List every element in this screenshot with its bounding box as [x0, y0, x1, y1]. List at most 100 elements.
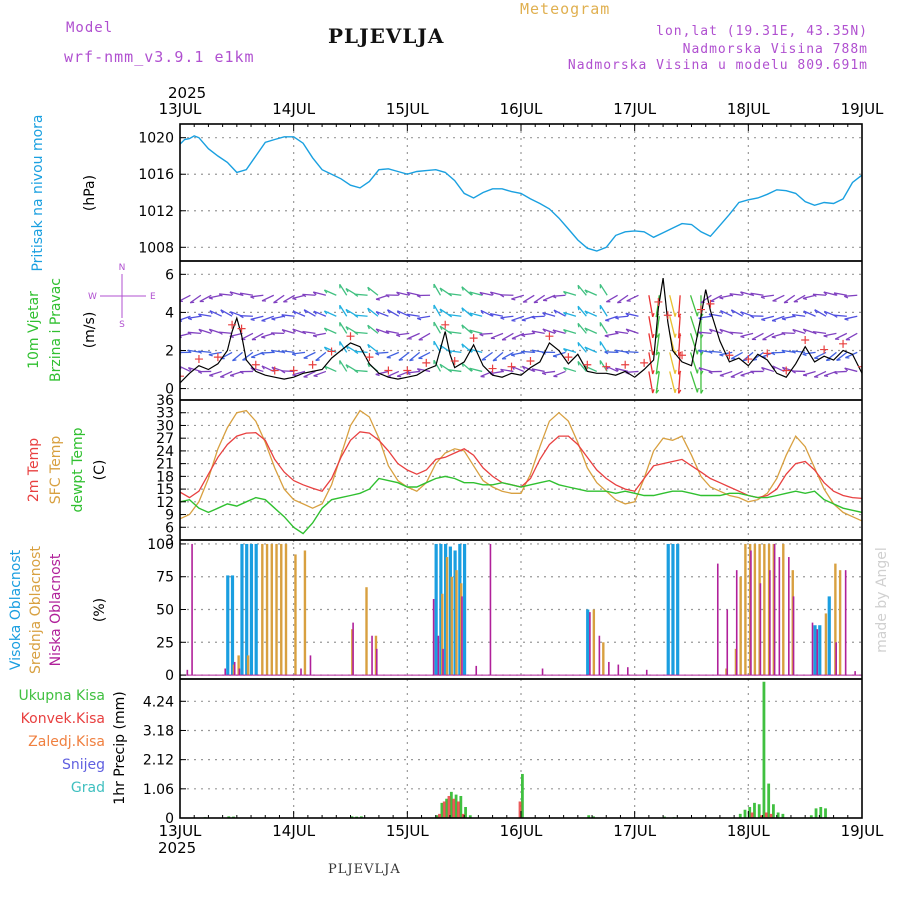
wind-arrow-head	[208, 328, 213, 333]
wind-arrow-head	[448, 293, 453, 297]
wind-arrow-head	[531, 349, 536, 354]
wind-arrow-head	[542, 312, 546, 316]
wind-arrow	[469, 367, 483, 373]
wind-speed-line	[180, 278, 862, 384]
wind-arrow-head	[417, 317, 422, 321]
cloud-bar	[778, 557, 781, 676]
wind-gust-marker	[384, 366, 393, 375]
wind-arrow-head	[239, 371, 244, 375]
wind-arrow	[615, 330, 629, 334]
wind-arrow-head	[791, 370, 796, 374]
wind-arrow	[553, 309, 566, 317]
precip-bar	[824, 808, 827, 818]
pressure-unit-label: (hPa)	[82, 175, 98, 211]
wind-arrow	[577, 341, 587, 353]
y-tick-label: 1008	[138, 240, 174, 256]
day-label-bottom: 18JUL	[727, 822, 770, 840]
wind-arrow-head	[674, 312, 677, 317]
wind-arrow	[844, 367, 858, 373]
y-tick-label: 0	[165, 811, 174, 827]
wind-arrow-head	[802, 353, 807, 357]
wind-arrow-head	[261, 365, 265, 370]
model-label: Model	[66, 20, 114, 36]
wind-arrow-head	[180, 336, 182, 339]
wind-arrow	[825, 351, 837, 362]
wind-arrow-head	[750, 292, 755, 297]
wind-arrow-head	[209, 310, 213, 315]
cloud-bar	[617, 664, 620, 676]
wind-arrow	[409, 351, 421, 362]
day-label-top: 14JUL	[272, 100, 315, 118]
day-label-bottom: 16JUL	[500, 822, 543, 840]
cloud-bar	[838, 570, 842, 676]
wind-arrow	[292, 294, 306, 300]
wind-arrow-head	[510, 354, 516, 357]
wind-arrow	[510, 351, 524, 356]
wind-arrow-head	[563, 367, 567, 371]
wind-arrow-head	[229, 311, 234, 316]
wind-arrow	[604, 332, 618, 337]
wind-arrow	[324, 289, 337, 296]
wind-arrow-head	[281, 314, 286, 318]
wind-gust-marker	[678, 351, 687, 360]
wind-gust-marker	[820, 345, 829, 354]
cloud-bar	[442, 648, 444, 676]
wind-arrow-head	[270, 332, 275, 336]
wind-gust-marker	[270, 366, 279, 375]
wind-arrow-head	[461, 343, 464, 348]
wind-arrow-head	[742, 359, 748, 362]
cloud-bar	[375, 648, 378, 676]
wind-arrow	[375, 351, 389, 354]
wind-gust-marker	[782, 366, 791, 375]
wind-arrow-head	[281, 350, 286, 354]
wind-arrow	[376, 310, 389, 317]
wind-arrow	[208, 294, 222, 299]
wind-arrow	[812, 293, 827, 296]
wind-arrow	[625, 312, 639, 317]
wind-arrow	[648, 316, 654, 338]
precip-bar	[819, 806, 823, 818]
wind-arrow	[584, 289, 598, 296]
wind-arrow-head	[239, 315, 244, 319]
cloud-bar	[676, 543, 680, 676]
compass-n: N	[119, 263, 126, 273]
wind-arrow-head	[354, 369, 359, 374]
cloud-bar	[461, 596, 463, 676]
precip-bar	[449, 791, 453, 818]
wind-arrow-head	[261, 320, 266, 322]
wind-arrow	[792, 314, 806, 317]
wind-gust-marker	[858, 362, 862, 371]
wind-gust-marker	[469, 334, 478, 343]
cloud-bar	[824, 613, 828, 676]
y-tick-label: 3.18	[143, 723, 174, 739]
wind-arrow	[577, 361, 587, 372]
wind-arrow	[375, 370, 389, 376]
cloud-bar	[645, 669, 648, 676]
y-tick-label: 27	[156, 431, 174, 447]
wind-arrow	[781, 332, 795, 335]
wind-arrow-head	[345, 364, 349, 369]
wind-arrow	[599, 341, 608, 353]
wind-arrow	[648, 333, 654, 356]
model-name: wrf-nmm_v3.9.1 e1km	[64, 48, 255, 66]
wind-arrow-head	[313, 310, 317, 315]
wind-arrow-head	[719, 354, 724, 357]
cloud-bar	[448, 546, 452, 676]
cloud-bar	[303, 550, 307, 676]
wind-arrow-head	[439, 308, 443, 313]
wind-arrow-head	[439, 325, 443, 331]
wind-arrow-head	[761, 318, 766, 322]
cloud-bar	[445, 557, 449, 676]
wind-arrow-head	[323, 346, 328, 351]
wind-arrow-head	[312, 291, 317, 296]
wind-gust-marker	[194, 355, 203, 364]
wind-arrow-head	[187, 331, 192, 336]
wind-arrow-head	[719, 328, 724, 333]
wind-arrow	[655, 352, 660, 375]
wind-arrow	[448, 350, 462, 354]
cloud-bar	[666, 543, 670, 676]
cloud-bar	[270, 543, 273, 676]
wind-arrow-head	[577, 306, 580, 311]
wind-arrow	[813, 370, 827, 378]
wind-arrow-head	[563, 329, 567, 333]
